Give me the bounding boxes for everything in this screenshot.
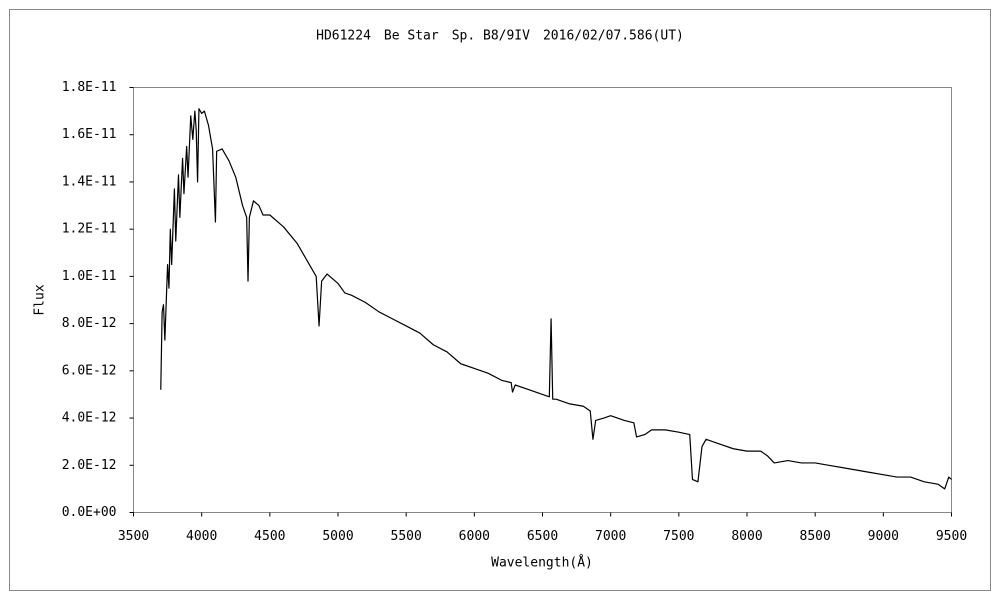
x-tick-label: 7500 xyxy=(663,529,694,544)
plot-area xyxy=(133,87,952,513)
y-tick-label: 6.0E-12 xyxy=(62,363,117,378)
y-tick-label: 2.0E-12 xyxy=(62,458,117,473)
y-tick-label: 4.0E-12 xyxy=(62,411,117,426)
x-tick-label: 4500 xyxy=(254,529,285,544)
x-tick-label: 6000 xyxy=(459,529,490,544)
y-axis-title: Flux xyxy=(33,284,48,315)
x-tick-label: 9500 xyxy=(936,529,967,544)
spectrum-line xyxy=(160,108,952,490)
y-tick-label: 1.0E-11 xyxy=(62,269,117,284)
x-tick-label: 8000 xyxy=(731,529,762,544)
y-tick-label: 8.0E-12 xyxy=(62,316,117,331)
x-tick-label: 5500 xyxy=(391,529,422,544)
y-tick-label: 0.0E+00 xyxy=(62,505,117,520)
y-tick-label: 1.2E-11 xyxy=(62,222,117,237)
chart-title: HD61224 Be Star Sp. B8/9IV 2016/02/07.58… xyxy=(316,29,684,44)
x-tick-label: 7000 xyxy=(595,529,626,544)
x-tick-label: 8500 xyxy=(800,529,831,544)
x-tick-label: 9000 xyxy=(868,529,899,544)
y-tick-label: 1.8E-11 xyxy=(62,80,117,95)
x-tick-label: 5000 xyxy=(322,529,353,544)
y-tick-label: 1.4E-11 xyxy=(62,174,117,189)
y-tick-label: 1.6E-11 xyxy=(62,127,117,142)
x-tick-label: 4000 xyxy=(186,529,217,544)
x-tick-label: 3500 xyxy=(118,529,149,544)
x-tick-label: 6500 xyxy=(527,529,558,544)
x-axis-title: Wavelength(Å) xyxy=(491,555,593,571)
